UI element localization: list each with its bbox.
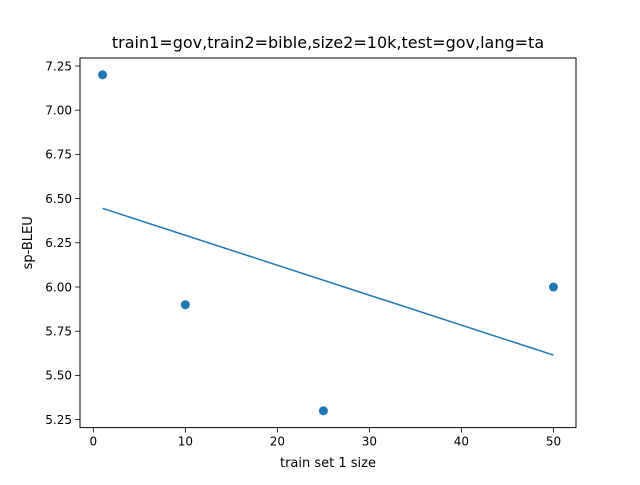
x-axis-ticks: 0 10 20 30 40 50 bbox=[90, 427, 561, 449]
x-tick-label: 0 bbox=[90, 435, 98, 449]
y-tick-label: 7.00 bbox=[45, 103, 72, 117]
plot-marks bbox=[98, 70, 558, 416]
data-point bbox=[548, 282, 558, 292]
y-axis-label: sp-BLEU bbox=[21, 216, 36, 269]
x-axis-label: train set 1 size bbox=[280, 456, 376, 471]
y-tick-label: 6.75 bbox=[45, 148, 72, 162]
x-tick-label: 40 bbox=[454, 435, 469, 449]
x-tick-label: 10 bbox=[178, 435, 193, 449]
data-point bbox=[318, 406, 328, 416]
trend-line bbox=[102, 207, 554, 356]
data-point bbox=[98, 70, 108, 80]
y-tick-label: 5.25 bbox=[45, 413, 72, 427]
x-tick-label: 30 bbox=[362, 435, 377, 449]
y-tick-label: 5.50 bbox=[45, 369, 72, 383]
y-tick-label: 6.25 bbox=[45, 236, 72, 250]
y-tick-label: 6.50 bbox=[45, 192, 72, 206]
chart-title: train1=gov,train2=bible,size2=10k,test=g… bbox=[112, 33, 544, 52]
x-tick-label: 50 bbox=[546, 435, 561, 449]
data-point bbox=[180, 300, 190, 310]
y-tick-label: 6.00 bbox=[45, 280, 72, 294]
y-tick-label: 7.25 bbox=[45, 59, 72, 73]
x-tick-label: 20 bbox=[270, 435, 285, 449]
y-tick-label: 5.75 bbox=[45, 325, 72, 339]
y-axis-ticks: 5.25 5.50 5.75 6.00 6.25 6.50 6.75 7.00 7.25 bbox=[45, 59, 80, 427]
